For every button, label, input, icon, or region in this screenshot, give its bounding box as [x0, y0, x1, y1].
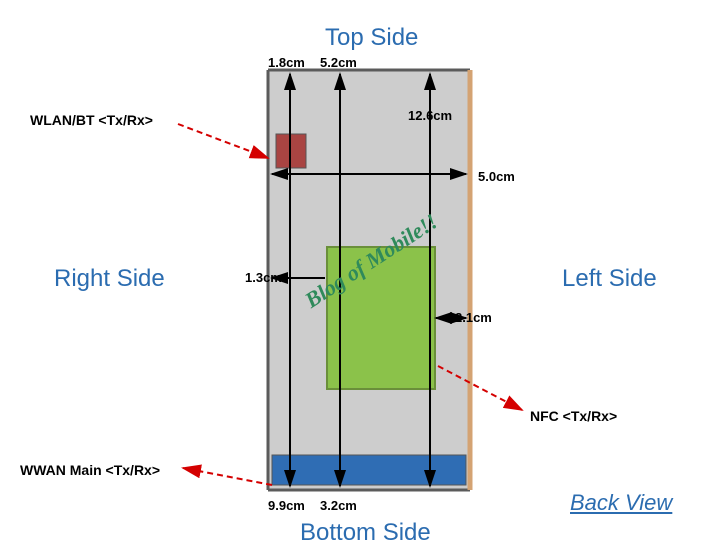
- label-wwan: WWAN Main <Tx/Rx>: [20, 462, 160, 478]
- dim-5-0cm: 5.0cm: [478, 169, 515, 184]
- label-top-side: Top Side: [325, 24, 418, 52]
- dim-12-6cm: 12.6cm: [408, 108, 452, 123]
- dim-3-2cm: 3.2cm: [320, 498, 357, 513]
- label-wlan-bt: WLAN/BT <Tx/Rx>: [30, 112, 153, 128]
- label-bottom-side: Bottom Side: [300, 519, 431, 547]
- dim-1-8cm: 1.8cm: [268, 55, 305, 70]
- dim-2-1cm: 2.1cm: [455, 310, 492, 325]
- dim-9-9cm: 9.9cm: [268, 498, 305, 513]
- label-right-side: Right Side: [54, 265, 165, 293]
- back-view-label: Back View: [570, 490, 672, 516]
- label-nfc: NFC <Tx/Rx>: [530, 408, 617, 424]
- dim-5-2cm: 5.2cm: [320, 55, 357, 70]
- label-left-side: Left Side: [562, 265, 657, 293]
- dim-1-3cm: 1.3cm: [245, 270, 282, 285]
